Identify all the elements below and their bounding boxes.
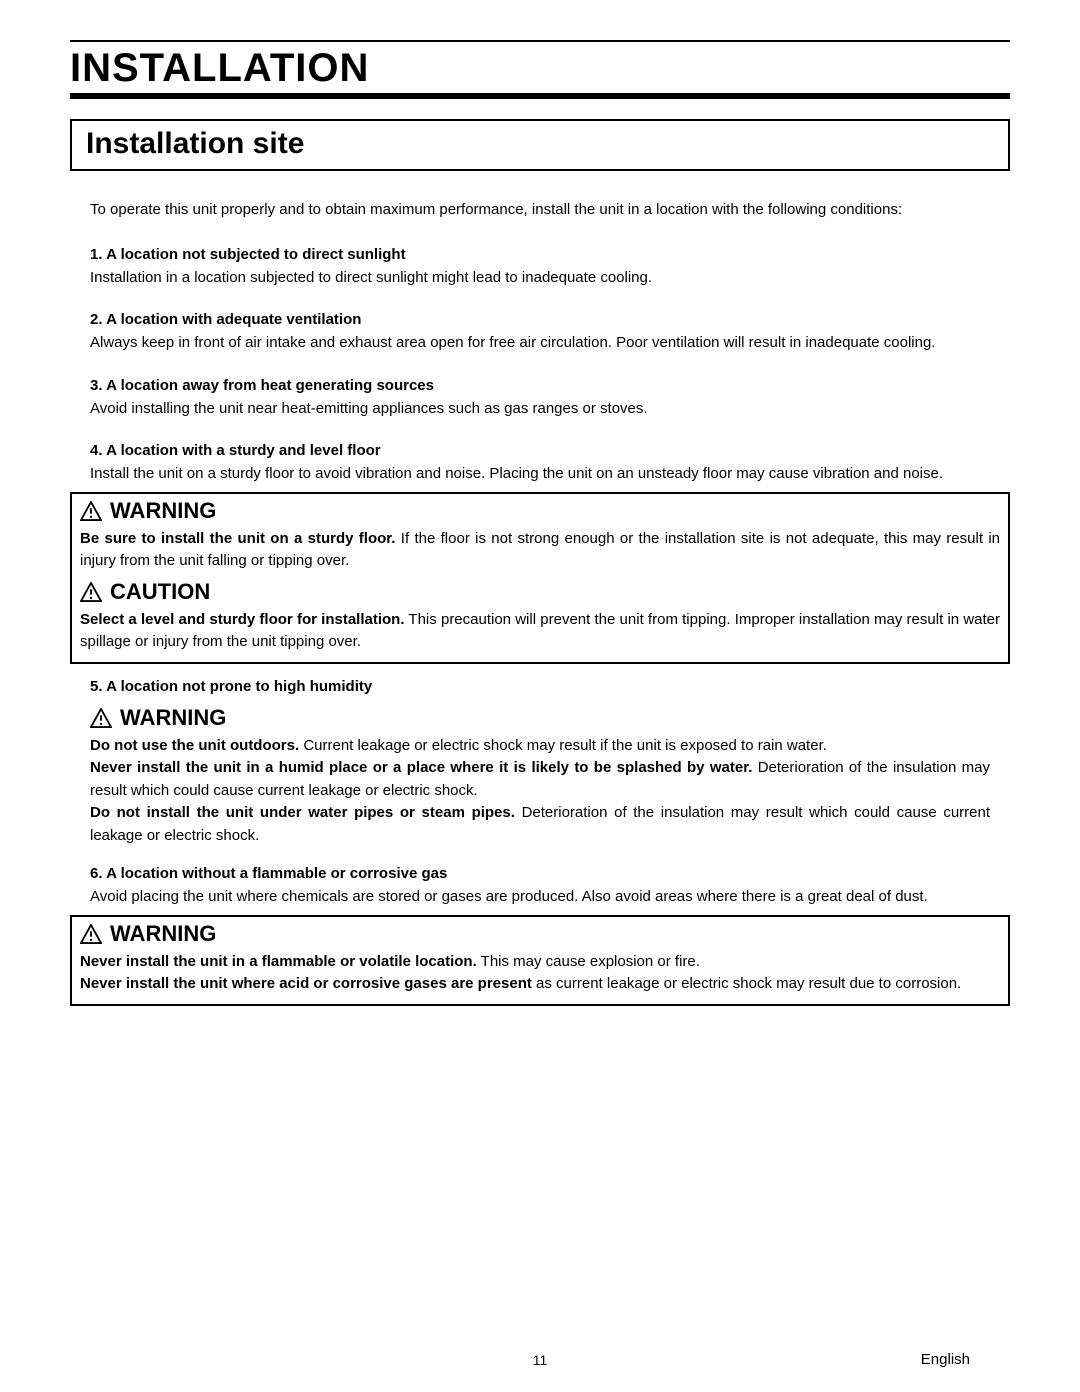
caution-body: Select a level and sturdy floor for inst… — [80, 609, 1000, 654]
caution-label: CAUTION — [110, 579, 210, 605]
item-3: 3. A location away from heat generating … — [90, 377, 990, 421]
thick-rule — [70, 93, 1010, 99]
warning-heading: WARNING — [80, 498, 1000, 524]
caution-heading: CAUTION — [80, 579, 1000, 605]
section-title-box: Installation site — [70, 119, 1010, 171]
top-rule — [70, 40, 1010, 42]
warning-box-3: WARNING Never install the unit in a flam… — [70, 915, 1010, 1006]
page-number: 11 — [0, 1352, 1080, 1368]
warning-label: WARNING — [120, 705, 226, 731]
content-area-2: 5. A location not prone to high humidity… — [70, 678, 1010, 909]
item-heading: 1. A location not subjected to direct su… — [90, 246, 990, 263]
item-body: Install the unit on a sturdy floor to av… — [90, 463, 990, 486]
language-label: English — [921, 1351, 970, 1368]
item-heading: 4. A location with a sturdy and level fl… — [90, 442, 990, 459]
warning-body: Be sure to install the unit on a sturdy … — [80, 528, 1000, 573]
main-title: INSTALLATION — [70, 46, 1010, 91]
item-6: 6. A location without a flammable or cor… — [90, 865, 990, 909]
item-1: 1. A location not subjected to direct su… — [90, 246, 990, 290]
warning-triangle-icon — [80, 924, 102, 944]
intro-text: To operate this unit properly and to obt… — [90, 199, 990, 222]
warning-body-p1: Never install the unit in a flammable or… — [80, 951, 1000, 974]
item-body: Installation in a location subjected to … — [90, 267, 990, 290]
item-body: Avoid installing the unit near heat-emit… — [90, 398, 990, 421]
item-body: Avoid placing the unit where chemicals a… — [90, 886, 990, 909]
warning-label: WARNING — [110, 498, 216, 524]
section-title: Installation site — [86, 127, 994, 161]
warning-body-p1: Do not use the unit outdoors. Current le… — [90, 735, 990, 758]
item-5-heading: 5. A location not prone to high humidity — [90, 678, 990, 695]
item-body: Always keep in front of air intake and e… — [90, 332, 990, 355]
warning-triangle-icon — [80, 501, 102, 521]
warning-heading: WARNING — [90, 705, 990, 731]
warning-label: WARNING — [110, 921, 216, 947]
item-2: 2. A location with adequate ventilation … — [90, 311, 990, 355]
item-heading: 2. A location with adequate ventilation — [90, 311, 990, 328]
item-4: 4. A location with a sturdy and level fl… — [90, 442, 990, 486]
content-area: To operate this unit properly and to obt… — [70, 199, 1010, 486]
warning-body-p3: Do not install the unit under water pipe… — [90, 802, 990, 847]
warning-body-p2: Never install the unit where acid or cor… — [80, 973, 1000, 996]
warning-triangle-icon — [90, 708, 112, 728]
warning-box-1: WARNING Be sure to install the unit on a… — [70, 492, 1010, 664]
warning-triangle-icon — [80, 582, 102, 602]
warning-block-2: WARNING Do not use the unit outdoors. Cu… — [90, 705, 990, 848]
warning-body-p2: Never install the unit in a humid place … — [90, 757, 990, 802]
item-heading: 6. A location without a flammable or cor… — [90, 865, 990, 882]
warning-heading: WARNING — [80, 921, 1000, 947]
item-heading: 3. A location away from heat generating … — [90, 377, 990, 394]
